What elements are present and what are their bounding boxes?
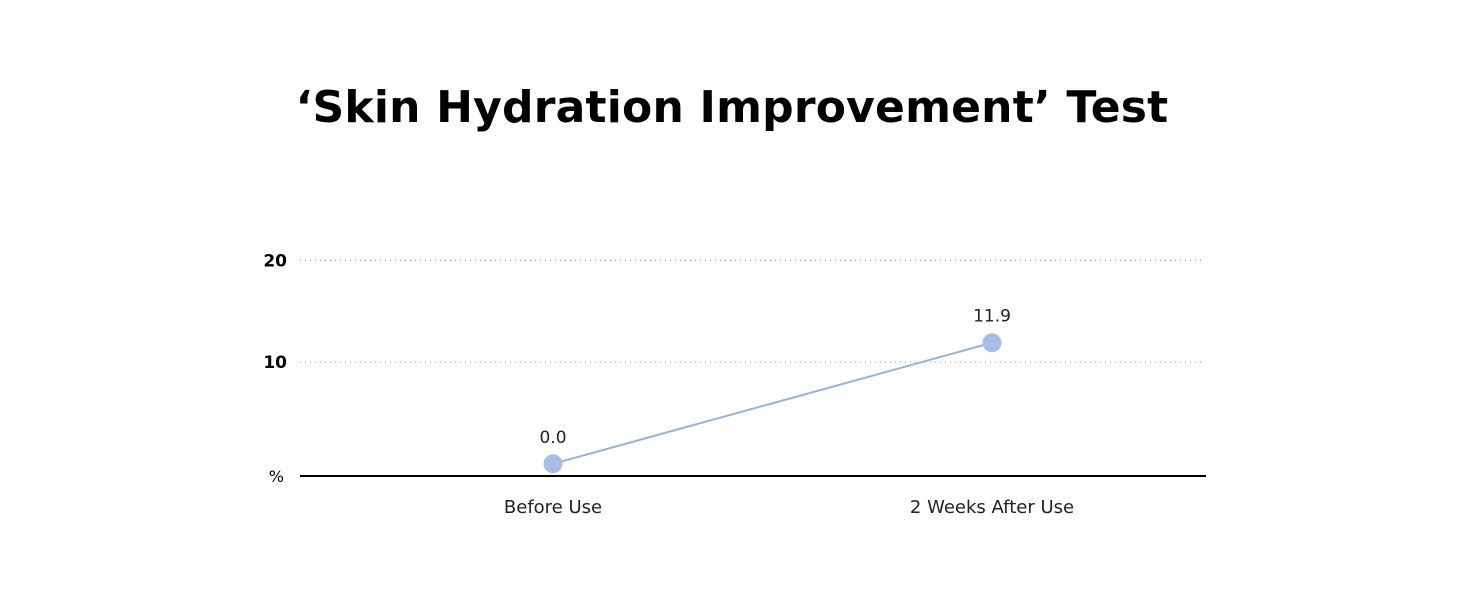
data-label-0: 0.0 [539,428,566,448]
y-tick-label-20: 20 [263,251,287,271]
data-label-1: 11.9 [973,307,1011,327]
y-tick-label-10: 10 [263,353,287,373]
series-line-0 [552,341,993,465]
series [543,333,1002,474]
data-point-0 [543,454,563,474]
y-axis-unit-label: % [269,467,284,486]
gridlines [300,259,1205,363]
x-tick-label-1: 2 Weeks After Use [910,497,1074,518]
labels: 10 20% Before Use 2 Weeks After Use 0.0 11.9 [263,251,1074,518]
chart-title: ‘Skin Hydration Improvement’ Test [295,82,1169,133]
data-point-1 [982,333,1002,353]
x-tick-label-0: Before Use [504,497,602,518]
